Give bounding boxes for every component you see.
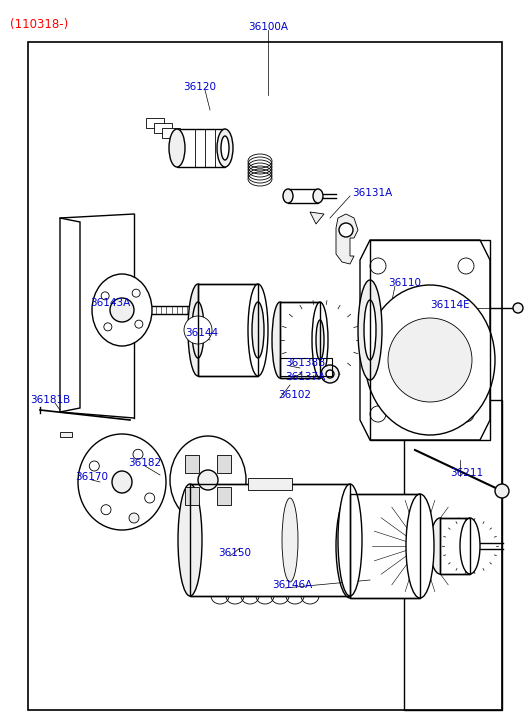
Text: 36143A: 36143A [90,298,130,308]
Circle shape [101,292,109,300]
Text: (110318-): (110318-) [10,18,68,31]
Circle shape [339,223,353,237]
Ellipse shape [430,518,450,574]
Ellipse shape [252,302,264,358]
Bar [190,484,350,596]
Circle shape [135,320,143,328]
Bar [248,478,292,490]
Polygon shape [60,218,80,412]
Text: 36146A: 36146A [272,580,312,590]
Bar [217,455,230,473]
Text: 36144: 36144 [185,328,218,338]
Text: 36110: 36110 [388,278,421,288]
Text: 36114E: 36114E [430,300,470,310]
Ellipse shape [336,494,364,598]
Bar [60,432,72,437]
Ellipse shape [364,300,376,360]
Bar [198,284,258,376]
Text: 36181B: 36181B [30,395,70,405]
Bar [186,455,200,473]
Circle shape [184,316,212,344]
Bar [146,118,164,128]
Ellipse shape [316,320,324,360]
Text: 36102: 36102 [278,390,311,400]
Text: 36100A: 36100A [248,22,288,32]
Ellipse shape [78,434,166,530]
Polygon shape [360,240,490,440]
Ellipse shape [248,284,268,376]
Bar [190,484,350,596]
Bar [288,189,318,203]
Ellipse shape [112,471,132,493]
Circle shape [129,513,139,523]
Ellipse shape [221,136,229,160]
Ellipse shape [170,436,246,524]
Ellipse shape [272,302,288,378]
Bar [404,400,502,710]
Polygon shape [310,212,324,224]
Circle shape [458,258,474,274]
Text: 36120: 36120 [184,82,217,92]
Circle shape [132,289,140,297]
Ellipse shape [92,274,152,346]
Circle shape [388,318,472,402]
Ellipse shape [188,284,208,376]
Ellipse shape [178,484,202,596]
Circle shape [513,303,523,313]
Ellipse shape [217,129,233,167]
Ellipse shape [283,189,293,203]
Ellipse shape [365,285,495,435]
Circle shape [89,461,99,471]
Circle shape [133,449,143,459]
Ellipse shape [460,518,480,574]
Text: 36170: 36170 [75,472,108,482]
Bar [350,494,420,598]
Circle shape [458,406,474,422]
Circle shape [370,406,386,422]
Bar [162,128,180,138]
Bar [217,486,230,505]
Text: 36150: 36150 [218,548,251,558]
Circle shape [495,484,509,498]
Ellipse shape [282,498,298,582]
Circle shape [145,493,155,503]
Bar [370,240,490,440]
Ellipse shape [406,494,434,598]
Ellipse shape [312,302,328,378]
Text: 36138B: 36138B [285,358,325,368]
Circle shape [101,505,111,515]
Bar [186,486,200,505]
Text: 36131A: 36131A [352,188,392,198]
Bar [440,518,470,574]
Text: 36211: 36211 [450,468,483,478]
Bar [280,302,320,378]
Text: 36182: 36182 [128,458,161,468]
Circle shape [321,365,339,383]
Bar [440,518,470,574]
Ellipse shape [192,302,204,358]
Circle shape [198,470,218,490]
Ellipse shape [313,189,323,203]
Ellipse shape [358,280,382,380]
Circle shape [110,298,134,322]
Circle shape [326,370,334,378]
Bar [280,302,320,378]
Bar [154,123,172,133]
Text: 36137A: 36137A [285,372,325,382]
Bar [28,42,502,710]
Ellipse shape [169,129,185,167]
Ellipse shape [338,484,362,596]
Bar [198,284,258,376]
Polygon shape [336,214,358,264]
Polygon shape [177,129,225,167]
Circle shape [370,258,386,274]
Bar [280,358,332,376]
Circle shape [104,323,112,331]
Bar [350,494,420,598]
